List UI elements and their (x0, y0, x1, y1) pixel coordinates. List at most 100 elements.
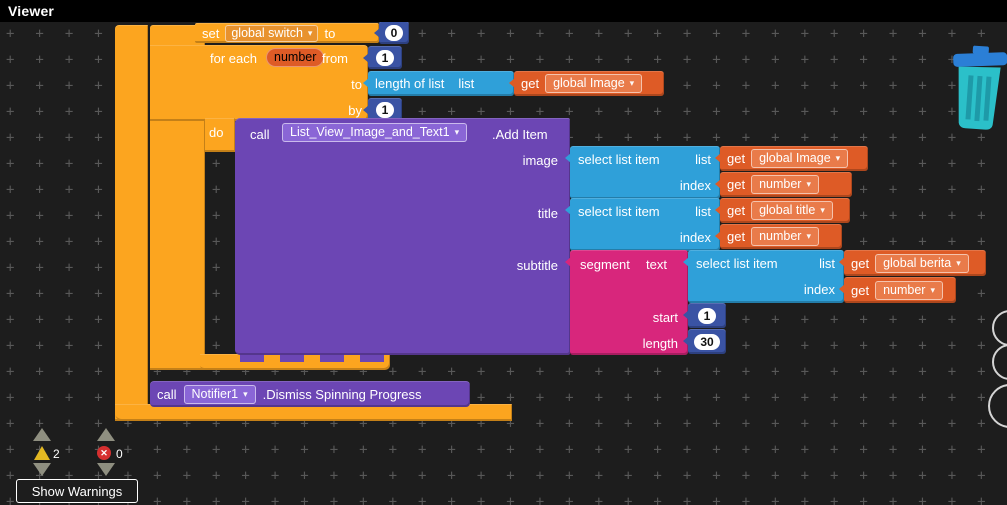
number-value-block-switch[interactable]: 0 (374, 21, 409, 44)
call-keyword: call (157, 386, 177, 402)
select-item-label: select list item (696, 256, 778, 271)
get-variable-block[interactable]: get global Image ▾ (509, 71, 664, 96)
component-dropdown[interactable]: Notifier1 ▾ (183, 384, 256, 404)
select-item-label: select list item (578, 204, 660, 219)
dropdown-arrow-icon: ▾ (806, 179, 811, 189)
warning-prev-arrow[interactable] (33, 428, 51, 441)
for-each-by-label: by (348, 103, 362, 118)
method-name: .Add Item (492, 127, 548, 142)
call-notifier-block[interactable]: call Notifier1 ▾ .Dismiss Spinning Progr… (150, 381, 470, 407)
get-variable-dropdown[interactable]: global title ▾ (751, 201, 833, 220)
get-variable-dropdown[interactable]: number ▾ (875, 280, 943, 300)
error-icon[interactable]: ✕ (97, 446, 111, 460)
procedure-dropdown[interactable]: List_View_Image_and_Text1 ▾ (282, 123, 468, 142)
get-variable-block[interactable]: get global title ▾ (715, 198, 850, 223)
show-warnings-label: Show Warnings (31, 483, 123, 499)
number-field[interactable]: 1 (375, 101, 395, 118)
get-keyword: get (727, 177, 746, 192)
trash-can-graphic (953, 45, 1007, 130)
get-variable-name: global Image (759, 151, 831, 165)
arg-image-label: image (522, 153, 558, 168)
get-variable-name: global title (759, 203, 816, 217)
for-each-do-label: do (209, 125, 224, 140)
set-variable-dropdown[interactable]: global switch ▾ (225, 24, 319, 42)
dropdown-arrow-icon: ▾ (956, 257, 961, 268)
get-variable-name: number (759, 177, 802, 191)
get-variable-dropdown[interactable]: global Image ▾ (751, 149, 849, 168)
segment-keyword: segment (580, 257, 630, 272)
warning-icon[interactable] (34, 446, 50, 460)
select-list-item-block-title[interactable]: select list item list index (565, 198, 720, 251)
viewer-header: Viewer (0, 0, 1007, 22)
trash-can-icon[interactable] (940, 42, 1007, 140)
get-variable-name: number (883, 282, 926, 297)
warning-count: 2 (53, 447, 60, 461)
for-each-to-label: to (351, 77, 362, 92)
get-variable-dropdown[interactable]: number ▾ (751, 227, 819, 246)
call-keyword: call (250, 127, 270, 142)
number-field[interactable]: 0 (384, 24, 404, 41)
get-variable-dropdown[interactable]: global berita ▾ (875, 253, 969, 273)
dropdown-arrow-icon: ▾ (835, 153, 841, 163)
select-item-index-arg: index (679, 178, 711, 193)
for-each-header-body[interactable] (150, 45, 368, 121)
error-next-arrow[interactable] (97, 463, 115, 476)
select-list-item-block-subtitle[interactable]: select list item list index (683, 250, 844, 303)
length-of-list-arg: list (458, 76, 475, 91)
procedure-name: List_View_Image_and_Text1 (290, 125, 450, 139)
outer-loop-frame-left[interactable] (115, 25, 148, 421)
number-value-block-length[interactable]: 30 (683, 329, 726, 354)
number-field[interactable]: 1 (697, 307, 717, 324)
set-to-label: to (324, 25, 336, 41)
number-field[interactable]: 30 (694, 333, 720, 350)
outer-loop-frame-bottom[interactable] (115, 404, 512, 421)
get-variable-block[interactable]: get number ▾ (839, 277, 956, 303)
select-item-list-arg: list (695, 204, 711, 219)
dropdown-arrow-icon: ▾ (454, 127, 460, 137)
select-list-item-block-image[interactable]: select list item list index (565, 146, 720, 199)
dropdown-arrow-icon: ▾ (930, 284, 935, 295)
get-variable-block[interactable]: get number ▾ (715, 172, 852, 197)
show-warnings-button[interactable]: Show Warnings (16, 479, 138, 503)
number-field[interactable]: 1 (375, 49, 395, 66)
select-item-index-arg: index (679, 230, 711, 245)
get-variable-dropdown[interactable]: global Image ▾ (545, 74, 643, 93)
number-value-block-start[interactable]: 1 (683, 303, 726, 328)
dropdown-arrow-icon: ▾ (307, 27, 313, 38)
error-x-glyph: ✕ (100, 447, 108, 458)
get-keyword: get (727, 229, 746, 244)
number-value-block-from[interactable]: 1 (363, 46, 402, 69)
block-bottom-connectors (240, 355, 390, 362)
segment-text-arg: text (646, 257, 667, 272)
dropdown-arrow-icon: ▾ (629, 78, 635, 88)
set-keyword: set (202, 25, 220, 41)
set-variable-name: global switch (231, 25, 303, 40)
dropdown-arrow-icon: ▾ (806, 231, 811, 241)
get-keyword: get (851, 255, 870, 271)
length-of-list-block[interactable]: length of list list (363, 71, 514, 96)
set-variable-block[interactable]: set global switch ▾ to (195, 23, 379, 43)
for-each-do-tab[interactable] (205, 118, 235, 152)
length-of-list-label: length of list (375, 76, 445, 91)
dropdown-arrow-icon: ▾ (243, 388, 248, 399)
for-each-keyword: for each (210, 51, 257, 66)
get-variable-name: global Image (553, 76, 625, 90)
call-add-item-block[interactable]: call List_View_Image_and_Text1 ▾ .Add It… (235, 118, 570, 355)
get-variable-block[interactable]: get global Image ▾ (715, 146, 868, 171)
arg-subtitle-label: subtitle (516, 258, 558, 273)
segment-start-arg: start (652, 310, 678, 325)
error-prev-arrow[interactable] (97, 428, 115, 441)
number-value-block-by[interactable]: 1 (363, 98, 402, 121)
for-each-from-label: from (322, 51, 348, 66)
warning-next-arrow[interactable] (33, 463, 51, 476)
arg-title-label: title (537, 206, 558, 221)
get-variable-block[interactable]: get number ▾ (715, 224, 842, 249)
get-variable-dropdown[interactable]: number ▾ (751, 175, 819, 194)
select-item-label: select list item (578, 152, 660, 167)
loop-variable-chip[interactable]: number (266, 48, 325, 67)
dropdown-arrow-icon: ▾ (820, 205, 825, 215)
get-variable-block[interactable]: get global berita ▾ (839, 250, 986, 276)
segment-text-block[interactable]: segment text start length (565, 250, 688, 355)
component-name: Notifier1 (191, 386, 239, 401)
